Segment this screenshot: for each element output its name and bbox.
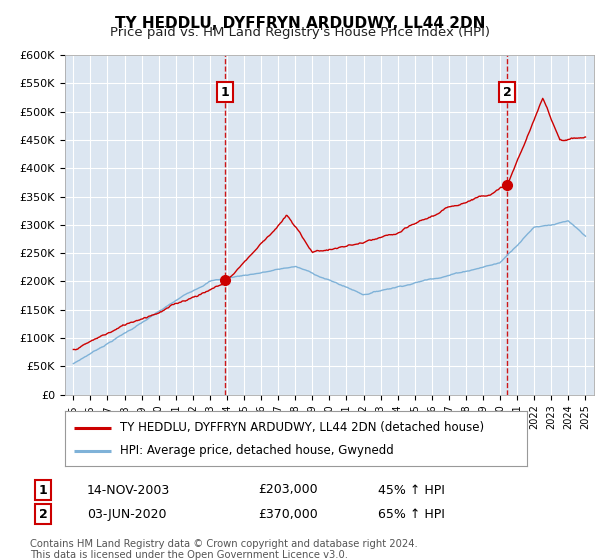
Text: 03-JUN-2020: 03-JUN-2020 bbox=[87, 507, 167, 521]
Text: 65% ↑ HPI: 65% ↑ HPI bbox=[378, 507, 445, 521]
Text: TY HEDDLU, DYFFRYN ARDUDWY, LL44 2DN (detached house): TY HEDDLU, DYFFRYN ARDUDWY, LL44 2DN (de… bbox=[120, 421, 484, 434]
Text: £203,000: £203,000 bbox=[258, 483, 317, 497]
Text: TY HEDDLU, DYFFRYN ARDUDWY, LL44 2DN: TY HEDDLU, DYFFRYN ARDUDWY, LL44 2DN bbox=[115, 16, 485, 31]
Text: 14-NOV-2003: 14-NOV-2003 bbox=[87, 483, 170, 497]
Text: 1: 1 bbox=[39, 483, 47, 497]
Text: £370,000: £370,000 bbox=[258, 507, 318, 521]
Text: 45% ↑ HPI: 45% ↑ HPI bbox=[378, 483, 445, 497]
Text: 2: 2 bbox=[503, 86, 512, 99]
Text: 2: 2 bbox=[39, 507, 47, 521]
Text: HPI: Average price, detached house, Gwynedd: HPI: Average price, detached house, Gwyn… bbox=[120, 444, 394, 457]
Text: Price paid vs. HM Land Registry's House Price Index (HPI): Price paid vs. HM Land Registry's House … bbox=[110, 26, 490, 39]
Text: 1: 1 bbox=[220, 86, 229, 99]
Text: Contains HM Land Registry data © Crown copyright and database right 2024.
This d: Contains HM Land Registry data © Crown c… bbox=[30, 539, 418, 560]
